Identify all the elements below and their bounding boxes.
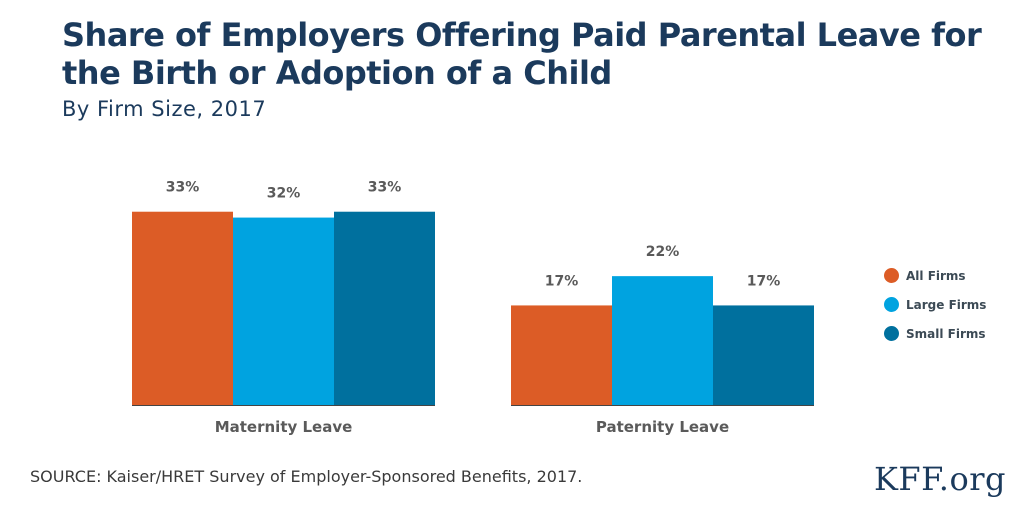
category-label-paternity-leave: Paternity Leave: [596, 418, 729, 436]
bar-paternity-leave-small-firms: [713, 305, 814, 405]
bar-paternity-leave-large-firms: [612, 276, 713, 405]
category-label-maternity-leave: Maternity Leave: [215, 418, 353, 436]
source-note: SOURCE: Kaiser/HRET Survey of Employer-S…: [30, 467, 583, 486]
data-label-paternity-leave-all-firms: 17%: [545, 273, 579, 289]
data-label-paternity-leave-large-firms: 22%: [646, 244, 680, 260]
bar-maternity-leave-large-firms: [233, 217, 334, 405]
legend-swatch-small-firms: [884, 326, 899, 341]
legend-item-small-firms: Small Firms: [884, 319, 986, 348]
bar-paternity-leave-all-firms: [511, 305, 612, 405]
legend-label-all-firms: All Firms: [906, 268, 966, 283]
chart-subtitle: By Firm Size, 2017: [62, 97, 267, 121]
data-label-maternity-leave-large-firms: 32%: [267, 186, 301, 202]
bar-maternity-leave-all-firms: [132, 211, 233, 405]
legend-label-large-firms: Large Firms: [906, 297, 987, 312]
data-label-maternity-leave-small-firms: 33%: [368, 180, 402, 196]
chart-legend: All Firms Large Firms Small Firms: [884, 261, 986, 348]
legend-label-small-firms: Small Firms: [906, 326, 986, 341]
legend-swatch-all-firms: [884, 268, 899, 283]
bar-maternity-leave-small-firms: [334, 211, 435, 405]
chart-title: Share of Employers Offering Paid Parenta…: [62, 16, 982, 92]
legend-item-all-firms: All Firms: [884, 261, 986, 290]
legend-item-large-firms: Large Firms: [884, 290, 986, 319]
data-label-maternity-leave-all-firms: 33%: [166, 180, 200, 196]
data-label-paternity-leave-small-firms: 17%: [747, 273, 781, 289]
legend-swatch-large-firms: [884, 297, 899, 312]
kff-logo: KFF.org: [873, 460, 1006, 498]
